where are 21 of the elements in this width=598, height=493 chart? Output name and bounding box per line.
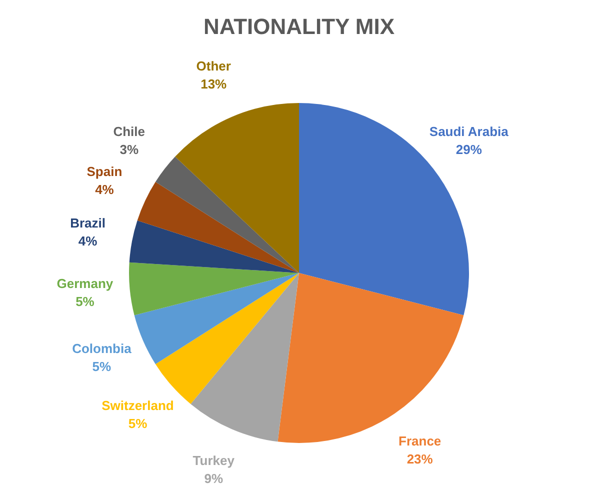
data-label: 5% — [92, 358, 112, 374]
data-label: 13% — [200, 76, 228, 92]
slice-label: Turkey — [192, 452, 236, 468]
data-label: 5% — [128, 416, 148, 431]
slice-label: Spain — [86, 164, 122, 180]
slice-label: Switzerland — [102, 398, 174, 413]
data-label: 4% — [95, 182, 114, 198]
slice-label: Colombia — [72, 340, 132, 356]
slice-label: Brazil — [70, 215, 106, 230]
data-label: 4% — [78, 233, 98, 248]
data-label: 23% — [406, 451, 434, 466]
data-label: 29% — [456, 142, 482, 157]
data-label: 5% — [76, 294, 95, 309]
slice-label: Other — [196, 58, 231, 74]
data-label: 9% — [204, 470, 224, 486]
chart-title: NATIONALITY MIX — [202, 14, 396, 40]
slice-label: France — [398, 433, 442, 448]
data-label: 3% — [120, 142, 139, 157]
slice-label: Germany — [56, 276, 114, 291]
slice-label: Saudi Arabia — [429, 124, 510, 139]
slice-label: Chile — [113, 124, 146, 139]
